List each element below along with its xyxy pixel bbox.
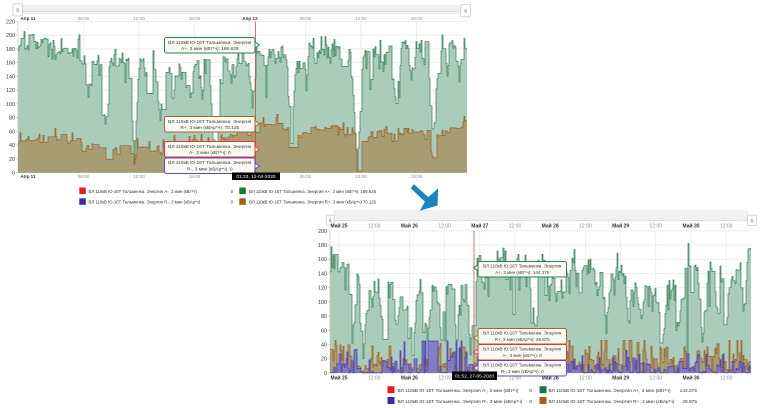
svg-text:Май 25: Май 25 [330, 375, 347, 382]
svg-text:ВЛ 110кВ Ю-16Т Тальменка. Энер: ВЛ 110кВ Ю-16Т Тальменка. Энергия [168, 40, 252, 46]
svg-text:ВЛ 110кВ Ю-16Т Тальменка. Энер: ВЛ 110кВ Ю-16Т Тальменка. Энергия [483, 347, 562, 352]
svg-text:06:00: 06:00 [300, 174, 312, 179]
svg-text:12:00: 12:00 [650, 376, 663, 382]
svg-text:А+, 3 мин (кВт*ч): 144.375: А+, 3 мин (кВт*ч): 144.375 [495, 270, 549, 275]
svg-text:Май 26: Май 26 [401, 375, 418, 382]
svg-text:20: 20 [321, 357, 327, 363]
svg-text:60: 60 [9, 129, 15, 135]
svg-text:12:00: 12:00 [720, 224, 733, 230]
svg-text:Апр 11: Апр 11 [20, 174, 35, 179]
svg-text:12:00: 12:00 [368, 224, 381, 230]
svg-text:Май 25: Май 25 [330, 223, 347, 230]
svg-text:40: 40 [321, 343, 327, 349]
svg-text:Май 26: Май 26 [401, 223, 418, 230]
svg-text:ВЛ 110кВ Ю-16Т Тальменка. Энер: ВЛ 110кВ Ю-16Т Тальменка. Энергия А+, 3 … [249, 189, 359, 194]
svg-text:R-, 3 мин (кВАр*ч): 0: R-, 3 мин (кВАр*ч): 0 [187, 167, 233, 173]
svg-text:Май 28: Май 28 [542, 223, 559, 230]
svg-text:R-, 3 мин (кВАр*ч): 0: R-, 3 мин (кВАр*ч): 0 [501, 369, 544, 374]
svg-text:12:00: 12:00 [509, 224, 522, 230]
svg-text:0: 0 [324, 371, 327, 377]
svg-text:0: 0 [231, 189, 234, 194]
svg-text:01:52, 27-05-2020: 01:52, 27-05-2020 [455, 374, 495, 380]
svg-text:12:00: 12:00 [509, 376, 522, 382]
svg-text:12:00: 12:00 [438, 224, 451, 230]
svg-text:100: 100 [318, 300, 327, 306]
svg-text:12:00: 12:00 [579, 224, 592, 230]
svg-text:18:00: 18:00 [189, 174, 201, 179]
svg-text:Май 30: Май 30 [682, 223, 699, 230]
svg-text:Май 29: Май 29 [612, 223, 629, 230]
svg-text:185.625: 185.625 [360, 189, 376, 194]
svg-text:ВЛ 110кВ Ю-16Т Тальменка. Энер: ВЛ 110кВ Ю-16Т Тальменка. Энергия А+, 3 … [549, 388, 671, 394]
svg-text:80: 80 [9, 116, 15, 122]
svg-text:ВЛ 110кВ Ю-16Т Тальменка. Энер: ВЛ 110кВ Ю-16Т Тальменка. Энергия R+, 3 … [249, 200, 362, 205]
svg-text:01:33, 12-04-2020: 01:33, 12-04-2020 [236, 174, 276, 180]
svg-text:40: 40 [9, 143, 15, 149]
svg-text:ВЛ 110кВ Ю-16Т Тальменка. Энер: ВЛ 110кВ Ю-16Т Тальменка. Энергия [168, 160, 252, 166]
svg-text:R+, 3 мин (кВАр*ч): 70.125: R+, 3 мин (кВАр*ч): 70.125 [180, 125, 239, 131]
svg-text:0: 0 [12, 171, 15, 177]
svg-text:12:00: 12:00 [355, 16, 367, 21]
svg-text:Май 29: Май 29 [612, 375, 629, 382]
svg-text:12:00: 12:00 [355, 174, 367, 179]
svg-text:0: 0 [231, 200, 234, 205]
svg-text:12:00: 12:00 [133, 174, 145, 179]
svg-text:80: 80 [321, 314, 327, 320]
svg-text:06:00: 06:00 [78, 174, 90, 179]
svg-text:28.875: 28.875 [682, 399, 697, 405]
svg-text:ВЛ 110кВ Ю-16Т Тальменка. Энер: ВЛ 110кВ Ю-16Т Тальменка. Энергия [483, 363, 562, 368]
svg-text:200: 200 [6, 33, 15, 39]
svg-text:70.125: 70.125 [363, 200, 377, 205]
svg-text:18:00: 18:00 [189, 16, 201, 21]
svg-text:ВЛ 110кВ Ю-16Т Тальменка. Энер: ВЛ 110кВ Ю-16Т Тальменка. Энергия А-, 3 … [89, 189, 198, 194]
svg-text:160: 160 [6, 61, 15, 67]
svg-text:Апр 11: Апр 11 [20, 16, 35, 21]
svg-text:140: 140 [318, 271, 327, 277]
svg-text:18:00: 18:00 [411, 16, 423, 21]
svg-text:180: 180 [318, 243, 327, 249]
svg-text:ВЛ 110кВ Ю-16Т Тальменка. Энер: ВЛ 110кВ Ю-16Т Тальменка. Энергия R-, 3 … [89, 200, 201, 205]
svg-text:Апр 12: Апр 12 [242, 16, 258, 21]
svg-text:120: 120 [318, 286, 327, 292]
svg-text:А+, 3 мин (кВт*ч): 185.625: А+, 3 мин (кВт*ч): 185.625 [181, 46, 239, 52]
svg-text:12:00: 12:00 [650, 224, 663, 230]
svg-text:144.375: 144.375 [680, 388, 698, 394]
svg-text:12:00: 12:00 [438, 376, 451, 382]
svg-text:60: 60 [321, 328, 327, 334]
svg-text:Май 27: Май 27 [471, 223, 488, 230]
svg-text:ВЛ 110кВ Ю-16Т Тальменка. Энер: ВЛ 110кВ Ю-16Т Тальменка. Энергия [483, 264, 562, 269]
svg-text:120: 120 [6, 88, 15, 94]
svg-text:160: 160 [318, 257, 327, 263]
svg-text:12:00: 12:00 [720, 376, 733, 382]
svg-text:ВЛ 110кВ Ю-16Т Тальменка. Энер: ВЛ 110кВ Ю-16Т Тальменка. Энергия А-, 3 … [398, 388, 519, 394]
svg-text:Май 28: Май 28 [542, 375, 559, 382]
svg-text:180: 180 [6, 47, 15, 53]
svg-text:0: 0 [529, 399, 532, 405]
svg-text:18:00: 18:00 [411, 174, 423, 179]
svg-text:А-, 3 мин (кВт*ч): 0: А-, 3 мин (кВт*ч): 0 [189, 150, 231, 156]
svg-text:140: 140 [6, 74, 15, 80]
svg-text:12:00: 12:00 [133, 16, 145, 21]
svg-text:ВЛ 110кВ Ю-16Т Тальменка. Энер: ВЛ 110кВ Ю-16Т Тальменка. Энергия R+, 3 … [549, 399, 675, 405]
svg-text:0: 0 [529, 388, 532, 394]
svg-text:Май 30: Май 30 [682, 375, 699, 382]
svg-text:06:00: 06:00 [300, 16, 312, 21]
svg-text:А-, 3 мин (кВт*ч): 0: А-, 3 мин (кВт*ч): 0 [503, 353, 543, 358]
svg-text:ВЛ 110кВ Ю-16Т Тальменка. Энер: ВЛ 110кВ Ю-16Т Тальменка. Энергия [168, 144, 252, 150]
svg-text:ВЛ 110кВ Ю-16Т Тальменка. Энер: ВЛ 110кВ Ю-16Т Тальменка. Энергия [168, 119, 252, 125]
svg-text:ВЛ 110кВ Ю-16Т Тальменка. Энер: ВЛ 110кВ Ю-16Т Тальменка. Энергия [483, 331, 562, 336]
svg-text:100: 100 [6, 102, 15, 108]
svg-text:ВЛ 110кВ Ю-16Т Тальменка. Энер: ВЛ 110кВ Ю-16Т Тальменка. Энергия R-, 3 … [398, 399, 523, 405]
svg-text:12:00: 12:00 [368, 376, 381, 382]
svg-text:220: 220 [6, 19, 15, 25]
svg-text:12:00: 12:00 [579, 376, 592, 382]
svg-text:200: 200 [318, 229, 327, 235]
svg-text:20: 20 [9, 157, 15, 163]
svg-text:06:00: 06:00 [78, 16, 90, 21]
svg-text:R+, 3 мин (кВАр*ч): 28.875: R+, 3 мин (кВАр*ч): 28.875 [495, 337, 551, 342]
